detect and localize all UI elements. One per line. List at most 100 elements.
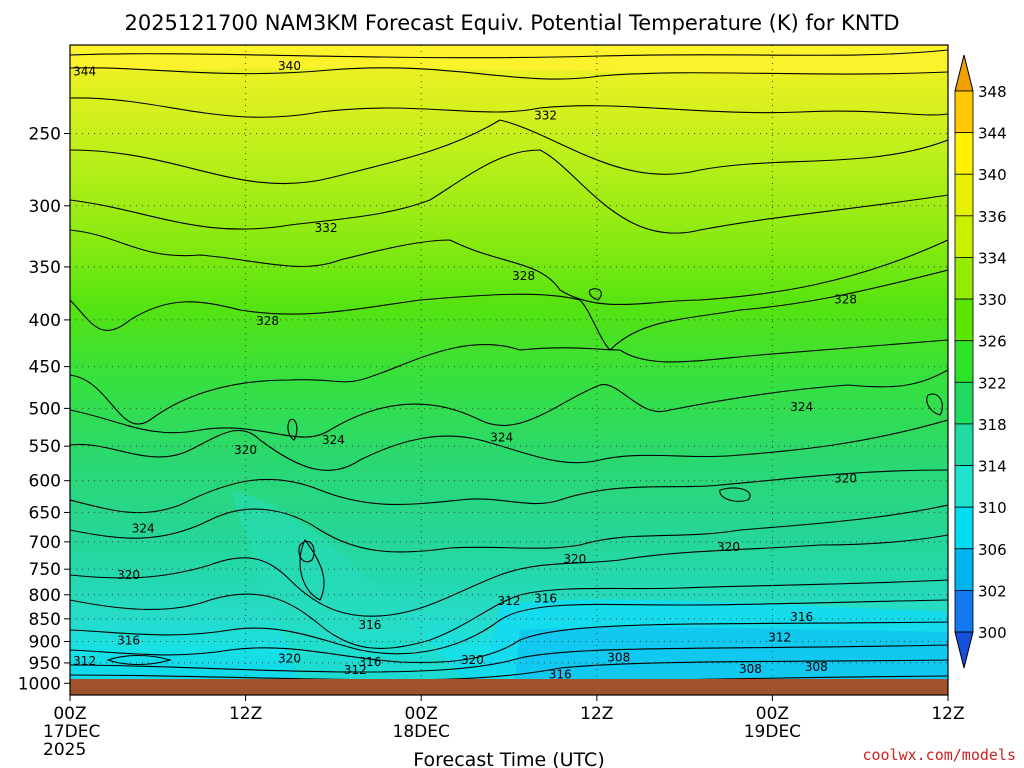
colorbar-band — [954, 215, 974, 258]
plot-area: 340 344 332 332 328 328 328 324 324 324 320 320 324 3… — [70, 45, 948, 695]
y-tick-label: 900 — [29, 632, 61, 652]
x-tick-label: 00Z — [756, 704, 789, 724]
credit-label: coolwx.com/models — [862, 746, 1016, 764]
contour-label: 308 — [739, 662, 762, 676]
contour-label: 320 — [834, 472, 857, 486]
colorbar-band — [954, 589, 974, 633]
y-tick-label: 450 — [29, 358, 61, 378]
colorbar-band — [954, 465, 974, 508]
colorbar-tick-label: 310 — [978, 499, 1007, 517]
low-level-blue-core — [515, 627, 948, 688]
contour-label: 324 — [790, 400, 813, 414]
colorbar-bottom-arrow — [954, 631, 974, 669]
contour-label: 332 — [534, 108, 557, 122]
contour-label: 340 — [278, 59, 301, 73]
y-tick-label: 950 — [29, 654, 61, 674]
contour-label: 320 — [563, 552, 586, 566]
colorbar-tick-label: 326 — [978, 333, 1007, 351]
y-tick-label: 750 — [29, 560, 61, 580]
colorbar-tick-label: 334 — [978, 249, 1007, 267]
contour-label: 344 — [73, 65, 96, 79]
y-tick-label: 1000 — [18, 674, 61, 694]
colorbar-tick-label: 340 — [978, 166, 1007, 184]
contour-label: 312 — [73, 654, 96, 668]
colorbar: 348 344 340 336 334 330 326 322 318 314 310 306 302 3… — [954, 54, 1007, 669]
colorbar-band — [954, 298, 974, 342]
colorbar-band — [954, 423, 974, 466]
x-tick-label: 00Z — [405, 704, 438, 724]
colorbar-band — [954, 381, 974, 425]
contour-label: 316 — [534, 592, 557, 606]
colorbar-tick-label: 314 — [978, 458, 1007, 476]
colorbar-tick-label: 330 — [978, 291, 1007, 309]
y-tick-label: 500 — [29, 399, 61, 419]
x-tick-label: 17DEC — [43, 722, 100, 742]
colorbar-tick-label: 322 — [978, 374, 1007, 392]
colorbar-tick-label: 302 — [978, 582, 1007, 600]
y-tick-label: 850 — [29, 610, 61, 630]
x-tick-label: 18DEC — [393, 722, 450, 742]
colorbar-band — [954, 90, 974, 134]
x-axis-label: Forecast Time (UTC) — [413, 749, 604, 768]
upper-yellow-band — [70, 45, 948, 75]
y-tick-label: 800 — [29, 586, 61, 606]
x-tick-label: 00Z — [53, 704, 86, 724]
contour-lines — [70, 49, 948, 686]
contour-label: 320 — [461, 653, 484, 667]
colorbar-tick-label: 318 — [978, 416, 1007, 434]
colorbar-tick-label: 306 — [978, 541, 1007, 559]
colorbar-tick-label: 344 — [978, 125, 1007, 143]
contour-label: 320 — [278, 651, 301, 665]
contour-label: 312 — [768, 631, 791, 645]
y-tick-label: 700 — [29, 533, 61, 553]
colorbar-band — [954, 548, 974, 591]
colorbar-top-arrow — [954, 54, 974, 92]
contour-label: 324 — [490, 431, 513, 445]
colorbar-tick-label: 336 — [978, 208, 1007, 226]
y-tick-label: 250 — [29, 124, 61, 144]
x-tick-label: 12Z — [229, 704, 262, 724]
y-tick-label: 300 — [29, 197, 61, 217]
x-tick-label: 19DEC — [744, 722, 801, 742]
y-axis: 2503003504004505005506006507007508008509… — [18, 124, 70, 694]
contour-label: 320 — [117, 568, 140, 582]
contour-label: 316 — [549, 667, 572, 681]
colorbar-band — [954, 173, 974, 217]
left-cyan-tongue — [230, 490, 470, 690]
x-tick-label: 12Z — [931, 704, 964, 724]
contour-label: 316 — [359, 618, 382, 632]
y-tick-label: 550 — [29, 437, 61, 457]
colorbar-band — [954, 340, 974, 383]
y-tick-label: 350 — [29, 258, 61, 278]
contour-label: 316 — [359, 655, 382, 669]
chart-title: 2025121700 NAM3KM Forecast Equiv. Potent… — [124, 11, 899, 35]
contour-label: 308 — [607, 651, 630, 665]
contour-label: 328 — [512, 269, 535, 283]
colorbar-band — [954, 132, 974, 175]
contour-label: 328 — [834, 293, 857, 307]
contour-label: 320 — [234, 443, 257, 457]
theta-e-field — [70, 45, 948, 695]
contour-label: 332 — [315, 221, 338, 235]
contour-label: 320 — [717, 540, 740, 554]
x-tick-label: 12Z — [580, 704, 613, 724]
contour-label: 312 — [344, 663, 367, 677]
y-tick-label: 400 — [29, 311, 61, 331]
y-tick-label: 650 — [29, 503, 61, 523]
contour-label: 328 — [256, 314, 279, 328]
contour-label: 316 — [790, 610, 813, 624]
contour-label: 308 — [805, 660, 828, 674]
y-tick-label: 600 — [29, 472, 61, 492]
colorbar-band — [954, 506, 974, 550]
contour-label: 316 — [117, 633, 140, 647]
contour-labels: 340 344 332 332 328 328 328 324 324 324 320 320 324 3… — [73, 59, 857, 681]
colorbar-band — [954, 257, 974, 300]
colorbar-tick-label: 348 — [978, 83, 1007, 101]
contour-label: 324 — [132, 521, 155, 535]
terrain-strip — [70, 679, 948, 695]
x-tick-label: 2025 — [43, 740, 86, 760]
colorbar-tick-label: 300 — [978, 624, 1007, 642]
contour-label: 324 — [322, 433, 345, 447]
